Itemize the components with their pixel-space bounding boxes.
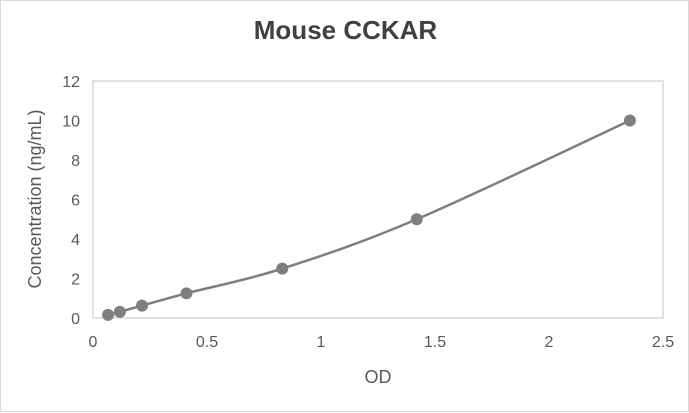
x-axis-ticks: 0 0.5 1 1.5 2 2.5 [89,334,675,351]
y-tick-label: 0 [71,311,80,328]
y-axis-label: Concentration (ng/mL) [25,109,45,288]
plot-area-border [92,80,664,319]
data-point-marker [180,287,193,300]
y-tick-label: 6 [71,193,80,210]
data-point-marker [276,262,289,275]
data-point-marker [136,299,149,312]
x-tick-label: 0.5 [196,334,218,351]
data-point-marker [410,213,423,226]
y-tick-label: 10 [62,114,80,131]
x-axis-label: OD [365,367,392,387]
series-markers [102,114,636,321]
y-tick-label: 8 [71,153,80,170]
x-tick-label: 2.5 [652,334,674,351]
x-tick-label: 1.5 [424,334,446,351]
data-point-marker [113,305,126,318]
data-point-marker [102,308,115,321]
y-axis-ticks: 0 2 4 6 8 10 12 [62,74,80,328]
x-tick-label: 2 [545,334,554,351]
data-point-marker [623,114,636,127]
y-tick-label: 4 [71,232,80,249]
series-line [107,119,631,317]
x-tick-label: 1 [317,334,326,351]
chart-title: Mouse CCKAR [253,15,438,45]
x-tick-label: 0 [89,334,98,351]
y-tick-label: 12 [62,74,80,91]
y-tick-label: 2 [71,272,80,289]
